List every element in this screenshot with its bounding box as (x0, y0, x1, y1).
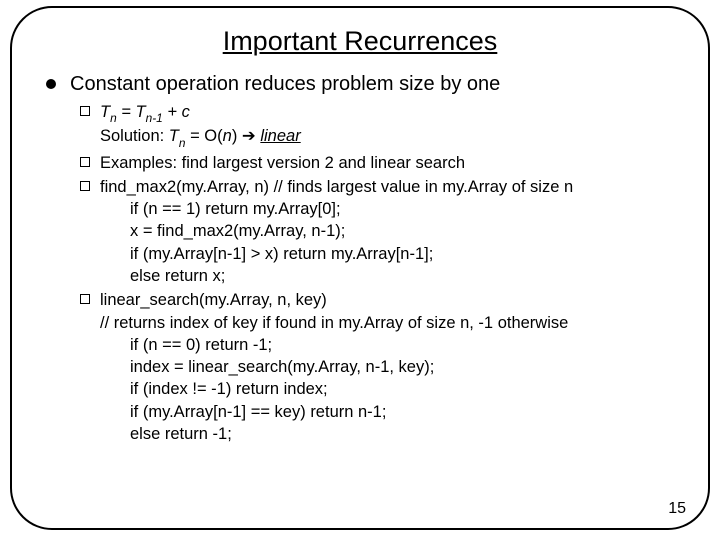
code-head: linear_search(my.Array, n, key) (100, 289, 568, 311)
code-line: else return -1; (130, 423, 568, 445)
bullet-square-icon (80, 181, 90, 191)
solution-sub: n (179, 136, 186, 150)
arrow-right-icon: ➔ (242, 127, 256, 145)
item-body: Tn = Tn-1 + c Solution: Tn = O(n) ➔ line… (100, 101, 301, 150)
solution-mid: = O( (186, 127, 223, 145)
code-head: find_max2(my.Array, n) // finds largest … (100, 176, 573, 198)
recurrence-sub2: n-1 (146, 111, 163, 125)
slide-title: Important Recurrences (38, 26, 682, 57)
item-body: linear_search(my.Array, n, key) // retur… (100, 289, 568, 445)
list-item: find_max2(my.Array, n) // finds largest … (80, 176, 682, 287)
l1-text: Constant operation reduces problem size … (70, 71, 500, 97)
list-item: linear_search(my.Array, n, key) // retur… (80, 289, 682, 445)
bullet-dot-icon (46, 79, 56, 89)
code-comment: // returns index of key if found in my.A… (100, 312, 568, 334)
bullet-square-icon (80, 157, 90, 167)
code-line: index = linear_search(my.Array, n-1, key… (130, 356, 568, 378)
slide-frame: Important Recurrences Constant operation… (10, 6, 710, 530)
code-line: if (my.Array[n-1] > x) return my.Array[n… (130, 243, 573, 265)
code-line: x = find_max2(my.Array, n-1); (130, 220, 573, 242)
recurrence-t: T (100, 103, 110, 121)
code-line: if (index != -1) return index; (130, 378, 568, 400)
bullet-level1: Constant operation reduces problem size … (46, 71, 682, 97)
recurrence-sub1: n (110, 111, 117, 125)
list-item: Tn = Tn-1 + c Solution: Tn = O(n) ➔ line… (80, 101, 682, 150)
page-number: 15 (668, 500, 686, 518)
solution-n: n (223, 127, 232, 145)
list-item: Examples: find largest version 2 and lin… (80, 152, 682, 174)
solution-linear: linear (260, 127, 300, 145)
solution-close: ) (232, 127, 242, 145)
bullet-square-icon (80, 106, 90, 116)
code-line: if (my.Array[n-1] == key) return n-1; (130, 401, 568, 423)
code-line: if (n == 1) return my.Array[0]; (130, 198, 573, 220)
code-line: if (n == 0) return -1; (130, 334, 568, 356)
recurrence-post: + c (163, 103, 190, 121)
code-line: else return x; (130, 265, 573, 287)
recurrence-mid: = T (117, 103, 146, 121)
item-body: find_max2(my.Array, n) // finds largest … (100, 176, 573, 287)
solution-pre: Solution: (100, 127, 169, 145)
level2-group: Tn = Tn-1 + c Solution: Tn = O(n) ➔ line… (80, 101, 682, 445)
solution-t: T (169, 127, 179, 145)
item-body: Examples: find largest version 2 and lin… (100, 152, 465, 174)
bullet-square-icon (80, 294, 90, 304)
